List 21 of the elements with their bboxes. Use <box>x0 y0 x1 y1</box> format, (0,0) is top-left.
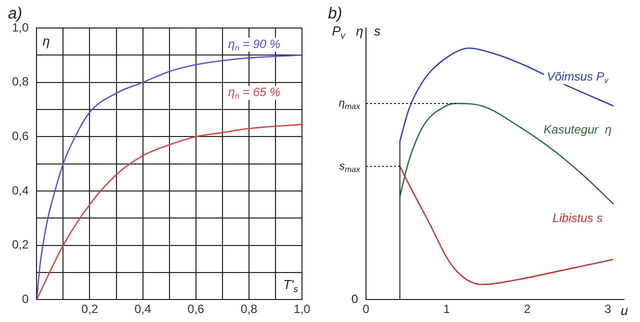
y-tick-label: 0,8 <box>12 74 29 89</box>
text: 0 <box>351 292 358 306</box>
y-tick-label: 0 <box>22 292 29 306</box>
x-tick-label: 3 <box>604 302 612 316</box>
y-tick-label: 0,4 <box>12 183 29 198</box>
x-tick-label: 0,4 <box>134 302 152 316</box>
x-tick-label: 2 <box>524 302 531 316</box>
x-tick-label: 0,6 <box>188 302 205 316</box>
x-tick-label: 0 <box>362 302 370 316</box>
y-axis-title: η <box>42 34 50 49</box>
chart-title: a) <box>8 5 22 22</box>
x-tick-label: 0,8 <box>240 302 258 316</box>
x-tick-label: 1,0 <box>294 302 311 316</box>
text: Libistus s <box>552 211 603 226</box>
x-axis-title: u <box>620 303 628 318</box>
y-tick-label: 0,6 <box>12 128 29 143</box>
chart-title: b) <box>328 5 342 22</box>
x-tick-label: 0,2 <box>81 302 98 316</box>
x-tick-label: 1 <box>443 302 450 316</box>
series-label: Kasutegur η <box>544 122 612 137</box>
y-tick-label: 0,2 <box>12 238 29 252</box>
